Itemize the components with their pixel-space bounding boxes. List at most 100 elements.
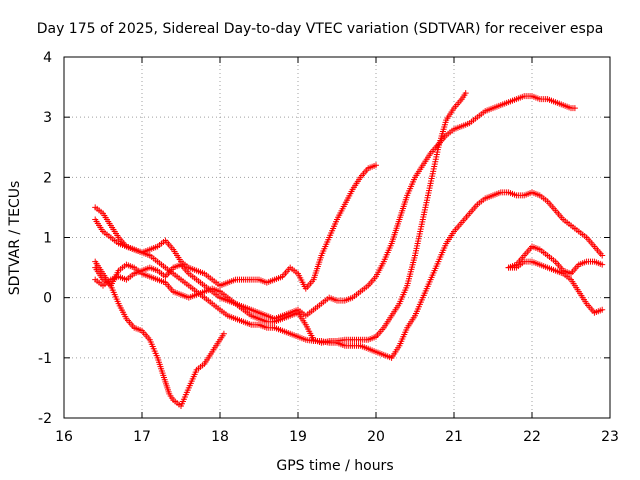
- y-tick-label: 1: [43, 231, 52, 247]
- data-point: [271, 316, 284, 325]
- data-point: [560, 270, 573, 282]
- y-tick-label: -2: [38, 411, 52, 427]
- data-point: [373, 326, 386, 340]
- data-point: [263, 277, 276, 286]
- data-point: [521, 190, 534, 199]
- data-point: [154, 258, 167, 270]
- data-point: [599, 261, 606, 268]
- data-point: [482, 105, 495, 115]
- data-point: [185, 264, 198, 273]
- data-point: [404, 314, 417, 331]
- data-point: [279, 266, 292, 280]
- data-point: [568, 222, 580, 233]
- data-point: [529, 243, 541, 252]
- data-point: [583, 234, 596, 248]
- data-point: [271, 324, 284, 334]
- data-point: [357, 167, 370, 181]
- data-point: [373, 162, 379, 169]
- data-point: [287, 330, 300, 340]
- data-point: [505, 96, 518, 106]
- y-tick-label: 0: [43, 291, 52, 307]
- data-point: [396, 194, 410, 223]
- data-point: [552, 267, 565, 276]
- data-point: [170, 396, 183, 408]
- data-point: [224, 277, 237, 286]
- series-track-d: [92, 93, 578, 322]
- data-point: [92, 258, 105, 275]
- data-point: [287, 310, 300, 319]
- x-tick-label: 21: [445, 429, 463, 445]
- data-point: [388, 344, 402, 361]
- data-point: [166, 390, 175, 401]
- data-point: [505, 189, 518, 198]
- data-point: [380, 351, 393, 361]
- data-point: [279, 327, 292, 337]
- data-point: [396, 327, 410, 349]
- data-point: [209, 338, 222, 355]
- data-point: [224, 312, 237, 321]
- data-layer: [92, 90, 606, 409]
- data-point: [536, 261, 549, 270]
- data-point: [115, 263, 128, 274]
- data-point: [326, 294, 339, 303]
- data-point: [591, 243, 604, 257]
- data-point: [185, 282, 198, 294]
- data-point: [380, 314, 394, 331]
- data-point: [107, 234, 120, 246]
- data-point: [256, 321, 268, 330]
- data-point: [334, 339, 346, 349]
- data-point: [544, 96, 557, 105]
- data-point: [170, 262, 183, 271]
- data-point: [154, 239, 167, 250]
- data-point: [123, 315, 136, 329]
- data-point: [123, 272, 136, 283]
- data-point: [318, 296, 331, 307]
- data-point: [583, 300, 596, 314]
- data-point: [217, 294, 229, 303]
- data-point: [490, 190, 502, 199]
- data-point: [466, 115, 479, 127]
- data-point: [474, 109, 487, 121]
- data-point: [256, 315, 268, 324]
- data-point: [497, 99, 510, 109]
- data-point: [529, 93, 541, 102]
- data-point: [529, 189, 541, 198]
- data-point: [185, 270, 198, 282]
- data-point: [209, 288, 222, 300]
- data-point: [575, 259, 588, 268]
- series-track-e: [92, 189, 606, 361]
- data-point: [474, 196, 487, 208]
- data-point: [287, 264, 300, 276]
- data-point: [568, 276, 581, 293]
- data-point: [146, 252, 159, 264]
- data-point: [536, 246, 549, 258]
- data-point: [544, 198, 557, 212]
- data-point: [146, 264, 159, 273]
- data-point: [131, 324, 144, 334]
- data-point: [201, 282, 214, 294]
- data-point: [193, 288, 206, 300]
- y-tick-label: -1: [38, 351, 52, 367]
- data-point: [552, 207, 565, 221]
- data-point: [185, 369, 199, 391]
- data-point: [451, 221, 464, 235]
- data-point: [201, 270, 214, 282]
- x-tick-label: 20: [367, 429, 385, 445]
- data-point: [365, 275, 378, 289]
- data-point: [185, 292, 198, 301]
- x-tick-label: 17: [133, 429, 151, 445]
- data-point: [571, 105, 578, 112]
- data-point: [513, 254, 526, 268]
- data-point: [357, 342, 370, 352]
- data-point: [146, 244, 159, 253]
- data-point: [162, 378, 172, 395]
- data-point: [100, 278, 112, 289]
- data-point: [217, 332, 226, 343]
- data-point: [154, 354, 168, 383]
- data-point: [341, 295, 354, 304]
- data-point: [178, 258, 190, 270]
- data-point: [170, 270, 183, 282]
- data-point: [217, 288, 229, 300]
- data-point: [287, 307, 300, 316]
